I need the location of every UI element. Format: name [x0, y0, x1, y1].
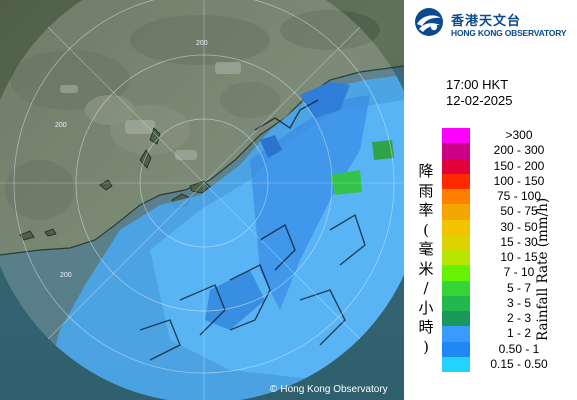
hko-logo: 香港天文台 HONG KONG OBSERVATORY — [414, 7, 577, 39]
terrain-texture — [5, 10, 380, 220]
legend-color-swatch — [442, 189, 470, 205]
range-ring-label: 200 — [196, 40, 208, 47]
legend-row: 0.15 - 0.50 — [442, 356, 577, 372]
legend-row: 7 - 10 — [442, 265, 577, 281]
legend-color-swatch — [442, 356, 470, 372]
legend-row: 15 - 30 — [442, 234, 577, 250]
range-ring-label: 200 — [60, 272, 72, 279]
legend-row: 200 - 300 — [442, 143, 577, 159]
legend-color-swatch — [442, 295, 470, 311]
logo-name-chinese: 香港天文台 — [451, 14, 522, 29]
legend-title-chinese: 降雨率(毫米 / 小時) — [416, 162, 436, 357]
legend-row: 5 - 7 — [442, 280, 577, 296]
legend-label: 150 - 200 — [493, 158, 545, 173]
copyright-notice: © Hong Kong Observatory — [270, 384, 388, 395]
legend-color-swatch — [442, 341, 470, 357]
legend-title-english: Rainfall Rate (mm/h) — [535, 197, 551, 341]
copyright-symbol: © — [270, 384, 278, 395]
copyright-text: Hong Kong Observatory — [280, 384, 388, 395]
legend-label: 10 - 15 — [500, 250, 538, 264]
radar-map-graphic — [0, 0, 404, 400]
legend-row: 3 - 5 — [442, 295, 577, 311]
legend-color-swatch — [442, 280, 470, 296]
hko-logo-icon — [415, 8, 443, 36]
legend-color-swatch — [442, 250, 470, 266]
legend-title-char: 毫 — [418, 240, 434, 258]
legend-color-swatch — [442, 143, 470, 159]
legend-color-swatch — [442, 234, 470, 250]
legend-label: 50 - 75 — [500, 204, 538, 219]
range-ring-label: 200 — [55, 122, 67, 129]
echo-outlines — [139, 99, 366, 361]
legend-label: 5 - 7 — [506, 280, 531, 295]
legend-label: 1 - 2 — [506, 326, 531, 341]
legend-color-swatch — [442, 326, 470, 342]
legend-color-swatch — [442, 311, 470, 327]
legend-row: 0.50 - 1 — [442, 341, 577, 357]
urban-areas — [60, 62, 241, 160]
legend-color-swatch — [442, 128, 470, 144]
legend-label: 200 - 300 — [493, 143, 545, 158]
legend-title-char: ( — [423, 220, 429, 239]
legend-title-char: 時 — [418, 318, 434, 336]
legend-row: 30 - 50 — [442, 219, 577, 235]
legend-color-swatch — [442, 219, 470, 235]
legend-title-char: 降 — [418, 162, 434, 180]
logo-name-english: HONG KONG OBSERVATORY — [451, 28, 567, 38]
legend-label: 7 - 10 — [503, 265, 535, 280]
legend-color-swatch — [442, 173, 470, 189]
legend-label: 15 - 30 — [500, 234, 538, 249]
radar-map: 200 200 200 © Hong Kong Observatory — [0, 0, 404, 400]
legend-color-swatch — [442, 158, 470, 174]
radial-lines — [0, 0, 404, 400]
rainfall-legend: >300 200 - 300 150 - 200 100 - 150 75 - 100 5… — [442, 128, 577, 372]
observation-date: 12-02-2025 — [446, 93, 513, 108]
legend-color-swatch — [442, 265, 470, 281]
legend-color-swatch — [442, 204, 470, 220]
rainfall-echoes — [40, 75, 404, 400]
legend-label: 2 - 3 — [506, 311, 531, 325]
legend-row: 50 - 75 — [442, 204, 577, 220]
legend-label: 3 - 5 — [506, 295, 531, 310]
legend-row: 75 - 100 — [442, 189, 577, 205]
legend-title-char: 率 — [418, 201, 434, 219]
legend-label: >300 — [505, 128, 533, 142]
observation-time: 17:00 HKT — [446, 77, 509, 92]
legend-title-char: ) — [423, 337, 429, 356]
legend-row: >300 — [442, 128, 577, 144]
legend-label: 0.50 - 1 — [498, 341, 540, 356]
legend-title-char: 雨 — [418, 181, 434, 200]
legend-row: 10 - 15 — [442, 250, 577, 266]
legend-panel: 香港天文台 HONG KONG OBSERVATORY 17:00 HKT 12… — [404, 0, 577, 400]
legend-row: 2 - 3 — [442, 311, 577, 327]
legend-row: 150 - 200 — [442, 158, 577, 174]
legend-label: 30 - 50 — [500, 219, 538, 234]
legend-label: 100 - 150 — [493, 173, 545, 188]
legend-label: 0.15 - 0.50 — [490, 356, 548, 371]
legend-label: 75 - 100 — [496, 189, 542, 203]
legend-row: 100 - 150 — [442, 173, 577, 189]
legend-row: 1 - 2 — [442, 326, 577, 342]
legend-title-char: / — [423, 279, 429, 297]
legend-title-char: 小 — [418, 298, 434, 317]
legend-title-char: 米 — [418, 259, 434, 278]
